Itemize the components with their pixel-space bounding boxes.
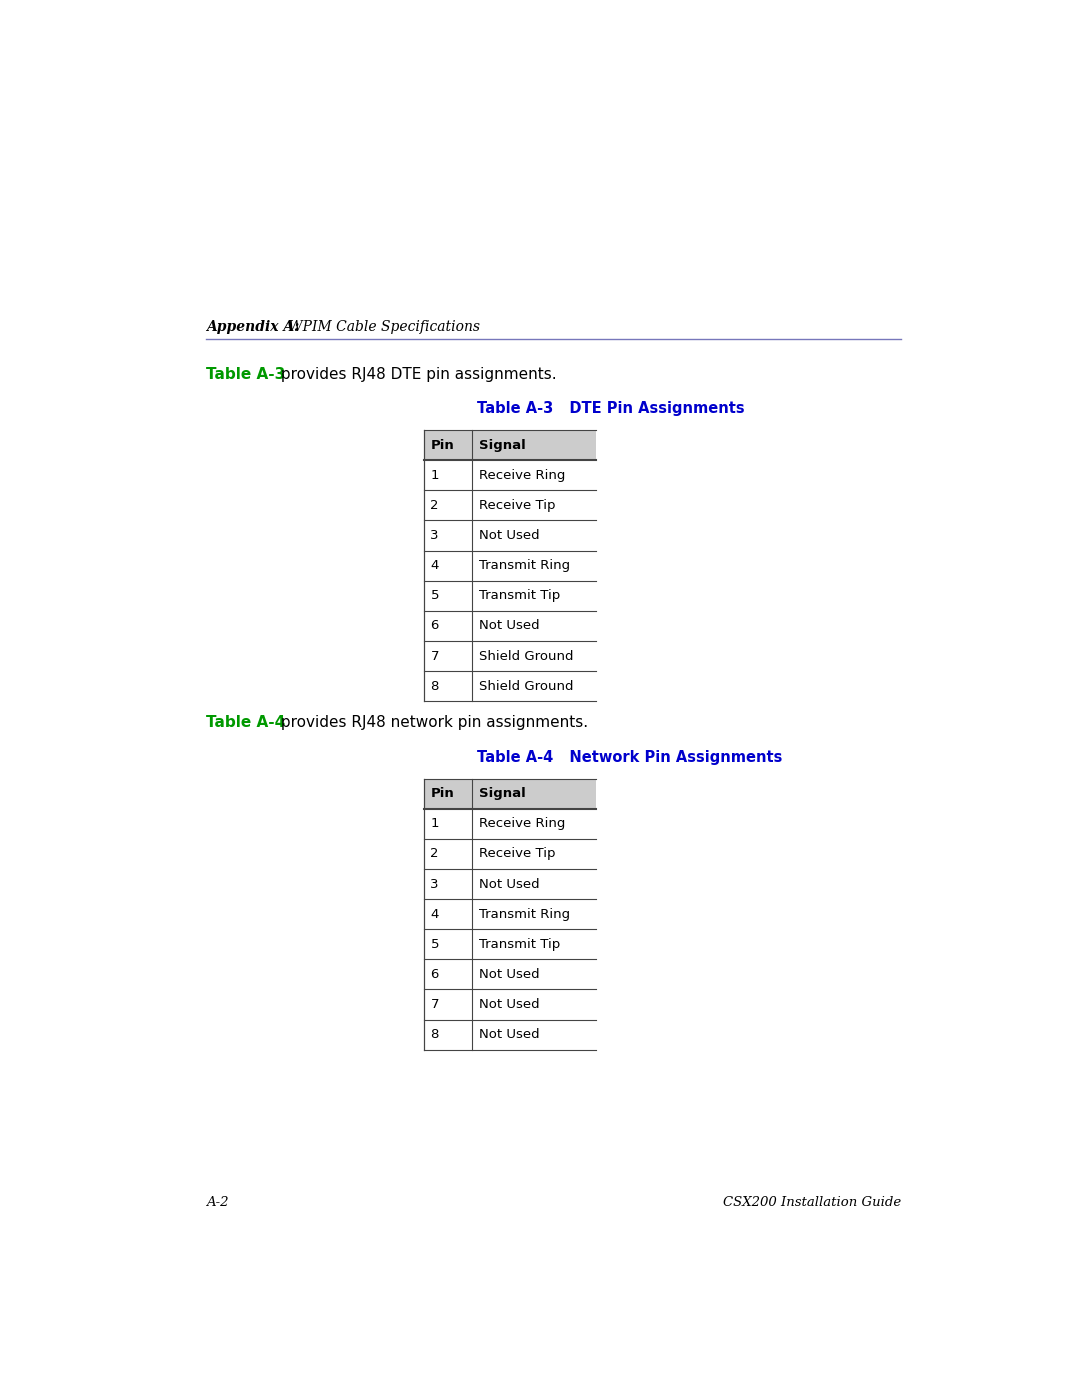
Text: Shield Ground: Shield Ground — [480, 650, 573, 662]
Text: Receive Ring: Receive Ring — [480, 817, 566, 830]
Text: Not Used: Not Used — [480, 997, 540, 1011]
Text: 5: 5 — [431, 937, 438, 951]
Text: Appendix A:: Appendix A: — [206, 320, 299, 334]
Text: 3: 3 — [431, 877, 438, 890]
Text: Signal: Signal — [480, 787, 526, 800]
Text: Table A-4: Table A-4 — [206, 715, 285, 731]
Text: Not Used: Not Used — [480, 877, 540, 890]
Text: 2: 2 — [431, 499, 438, 511]
Text: Transmit Ring: Transmit Ring — [480, 559, 570, 573]
Text: Not Used: Not Used — [480, 619, 540, 633]
Text: Transmit Tip: Transmit Tip — [480, 590, 561, 602]
Text: 6: 6 — [431, 619, 438, 633]
Text: 1: 1 — [431, 469, 438, 482]
Text: Not Used: Not Used — [480, 1028, 540, 1041]
Text: 5: 5 — [431, 590, 438, 602]
Text: 2: 2 — [431, 848, 438, 861]
Text: Pin: Pin — [431, 439, 455, 451]
Text: 4: 4 — [431, 908, 438, 921]
Text: Table A-3: Table A-3 — [206, 366, 285, 381]
Text: 7: 7 — [431, 997, 438, 1011]
Text: CSX200 Installation Guide: CSX200 Installation Guide — [723, 1196, 901, 1208]
Bar — [423, 430, 596, 460]
Text: Shield Ground: Shield Ground — [480, 679, 573, 693]
Text: Network Pin Assignments: Network Pin Assignments — [554, 750, 782, 764]
Text: Signal: Signal — [480, 439, 526, 451]
Text: Receive Tip: Receive Tip — [480, 848, 555, 861]
Text: provides RJ48 network pin assignments.: provides RJ48 network pin assignments. — [275, 715, 588, 731]
Text: 4: 4 — [431, 559, 438, 573]
Text: Not Used: Not Used — [480, 968, 540, 981]
Text: Receive Tip: Receive Tip — [480, 499, 555, 511]
Text: 3: 3 — [431, 529, 438, 542]
Text: Table A-4: Table A-4 — [477, 750, 554, 764]
Text: WPIM Cable Specifications: WPIM Cable Specifications — [284, 320, 480, 334]
Text: 7: 7 — [431, 650, 438, 662]
Text: Receive Ring: Receive Ring — [480, 469, 566, 482]
Text: A-2: A-2 — [206, 1196, 229, 1208]
Text: 8: 8 — [431, 1028, 438, 1041]
Text: Pin: Pin — [431, 787, 455, 800]
Text: 8: 8 — [431, 679, 438, 693]
Text: Transmit Tip: Transmit Tip — [480, 937, 561, 951]
Text: Transmit Ring: Transmit Ring — [480, 908, 570, 921]
Text: DTE Pin Assignments: DTE Pin Assignments — [554, 401, 744, 416]
Text: 6: 6 — [431, 968, 438, 981]
Text: Table A-3: Table A-3 — [477, 401, 554, 416]
Text: provides RJ48 DTE pin assignments.: provides RJ48 DTE pin assignments. — [275, 366, 556, 381]
Text: 1: 1 — [431, 817, 438, 830]
Bar — [423, 778, 596, 809]
Text: Not Used: Not Used — [480, 529, 540, 542]
